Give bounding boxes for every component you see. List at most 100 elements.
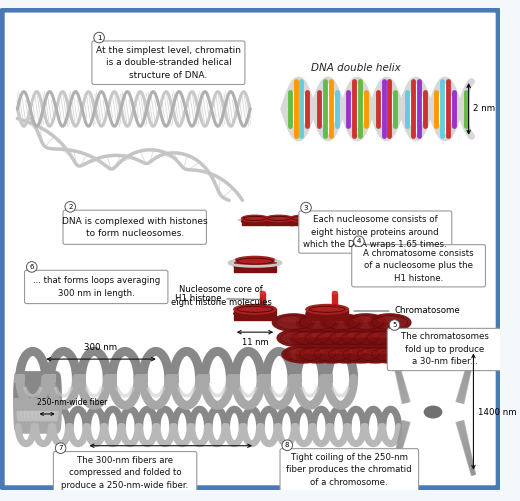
Bar (335, 218, 362, 225)
Ellipse shape (306, 305, 348, 314)
Ellipse shape (369, 314, 411, 331)
Ellipse shape (379, 318, 395, 322)
Circle shape (27, 262, 37, 272)
Circle shape (282, 440, 293, 450)
FancyBboxPatch shape (352, 244, 486, 287)
FancyBboxPatch shape (54, 451, 197, 494)
Ellipse shape (290, 219, 317, 223)
Text: 300 nm: 300 nm (84, 343, 118, 352)
Ellipse shape (339, 329, 381, 347)
Ellipse shape (306, 310, 348, 317)
Text: 1: 1 (97, 35, 101, 41)
Bar (314, 218, 341, 225)
Text: The chromatosomes
fold up to produce
a 30-nm fiber...: The chromatosomes fold up to produce a 3… (400, 333, 488, 367)
Ellipse shape (327, 329, 369, 347)
Ellipse shape (241, 219, 268, 223)
Ellipse shape (306, 349, 323, 354)
Text: Chromatosome: Chromatosome (354, 307, 460, 316)
Ellipse shape (292, 349, 309, 354)
Ellipse shape (290, 329, 332, 347)
Text: 3: 3 (304, 204, 308, 210)
Ellipse shape (296, 314, 339, 331)
Ellipse shape (261, 292, 265, 294)
Text: 250-nm-wide fiber: 250-nm-wide fiber (36, 398, 107, 407)
Ellipse shape (277, 329, 319, 347)
Ellipse shape (261, 305, 265, 308)
Ellipse shape (272, 314, 315, 331)
Ellipse shape (335, 349, 352, 354)
Ellipse shape (336, 333, 354, 337)
Ellipse shape (324, 333, 341, 337)
Text: 8: 8 (285, 442, 290, 448)
Ellipse shape (332, 292, 337, 294)
Circle shape (65, 201, 75, 212)
Circle shape (354, 236, 364, 246)
Ellipse shape (287, 333, 304, 337)
Ellipse shape (364, 349, 381, 354)
FancyBboxPatch shape (2, 10, 499, 488)
FancyBboxPatch shape (24, 271, 168, 304)
Ellipse shape (335, 219, 362, 223)
Ellipse shape (335, 215, 362, 221)
Text: 6: 6 (30, 264, 34, 270)
Text: DNA is complexed with histones
to form nucleosomes.: DNA is complexed with histones to form n… (62, 216, 207, 238)
Bar (306, 309, 348, 320)
Ellipse shape (344, 314, 387, 331)
Text: Tight coiling of the 250-nm
fiber produces the chromatid
of a chromosome.: Tight coiling of the 250-nm fiber produc… (287, 453, 412, 487)
Ellipse shape (424, 406, 441, 418)
Text: 2 nm: 2 nm (473, 104, 496, 113)
Text: The 300-nm fibers are
compressed and folded to
produce a 250-nm-wide fiber.: The 300-nm fibers are compressed and fol… (61, 456, 189, 489)
FancyBboxPatch shape (387, 328, 502, 371)
Ellipse shape (234, 305, 276, 314)
Circle shape (55, 443, 66, 453)
FancyBboxPatch shape (299, 211, 452, 253)
Circle shape (94, 32, 105, 43)
Ellipse shape (354, 346, 396, 363)
Circle shape (389, 320, 400, 330)
Ellipse shape (302, 329, 344, 347)
Ellipse shape (321, 349, 337, 354)
Ellipse shape (373, 333, 391, 337)
Ellipse shape (340, 346, 382, 363)
Ellipse shape (364, 329, 406, 347)
Text: 7: 7 (58, 445, 63, 451)
Ellipse shape (282, 346, 324, 363)
Ellipse shape (379, 349, 395, 354)
Ellipse shape (296, 346, 339, 363)
Text: Nucleosome core of
eight histone molecules: Nucleosome core of eight histone molecul… (171, 285, 272, 307)
Ellipse shape (234, 262, 276, 269)
Ellipse shape (234, 257, 276, 266)
Ellipse shape (325, 346, 368, 363)
Ellipse shape (234, 310, 276, 317)
Text: H1 histone: H1 histone (175, 294, 262, 303)
Text: 30 nm: 30 nm (408, 345, 436, 354)
Text: DNA double helix: DNA double helix (311, 63, 401, 73)
Text: 11 nm: 11 nm (242, 338, 268, 347)
Ellipse shape (361, 333, 378, 337)
Ellipse shape (306, 318, 323, 322)
Ellipse shape (349, 333, 366, 337)
Ellipse shape (290, 215, 317, 221)
Text: 1400 nm: 1400 nm (478, 407, 517, 416)
Text: 700 nm: 700 nm (154, 450, 187, 459)
Ellipse shape (349, 349, 367, 354)
Text: 5: 5 (393, 322, 397, 328)
Ellipse shape (330, 318, 347, 322)
Ellipse shape (314, 329, 357, 347)
Ellipse shape (314, 215, 341, 221)
Ellipse shape (314, 219, 341, 223)
Text: 4: 4 (357, 238, 361, 244)
Ellipse shape (369, 346, 411, 363)
Bar (266, 218, 293, 225)
Ellipse shape (354, 318, 371, 322)
FancyBboxPatch shape (92, 41, 245, 85)
FancyBboxPatch shape (280, 449, 419, 491)
Text: At the simplest level, chromatin
is a double-stranded helical
structure of DNA.: At the simplest level, chromatin is a do… (96, 46, 241, 80)
Text: 2: 2 (68, 204, 72, 210)
Text: ... that forms loops averaging
300 nm in length.: ... that forms loops averaging 300 nm in… (33, 276, 160, 298)
Bar (234, 261, 276, 272)
Text: Each nucleosome consists of
eight histone proteins around
which the DNA wraps 1.: Each nucleosome consists of eight histon… (304, 215, 447, 249)
Ellipse shape (311, 346, 353, 363)
Ellipse shape (352, 329, 394, 347)
Ellipse shape (282, 318, 299, 322)
